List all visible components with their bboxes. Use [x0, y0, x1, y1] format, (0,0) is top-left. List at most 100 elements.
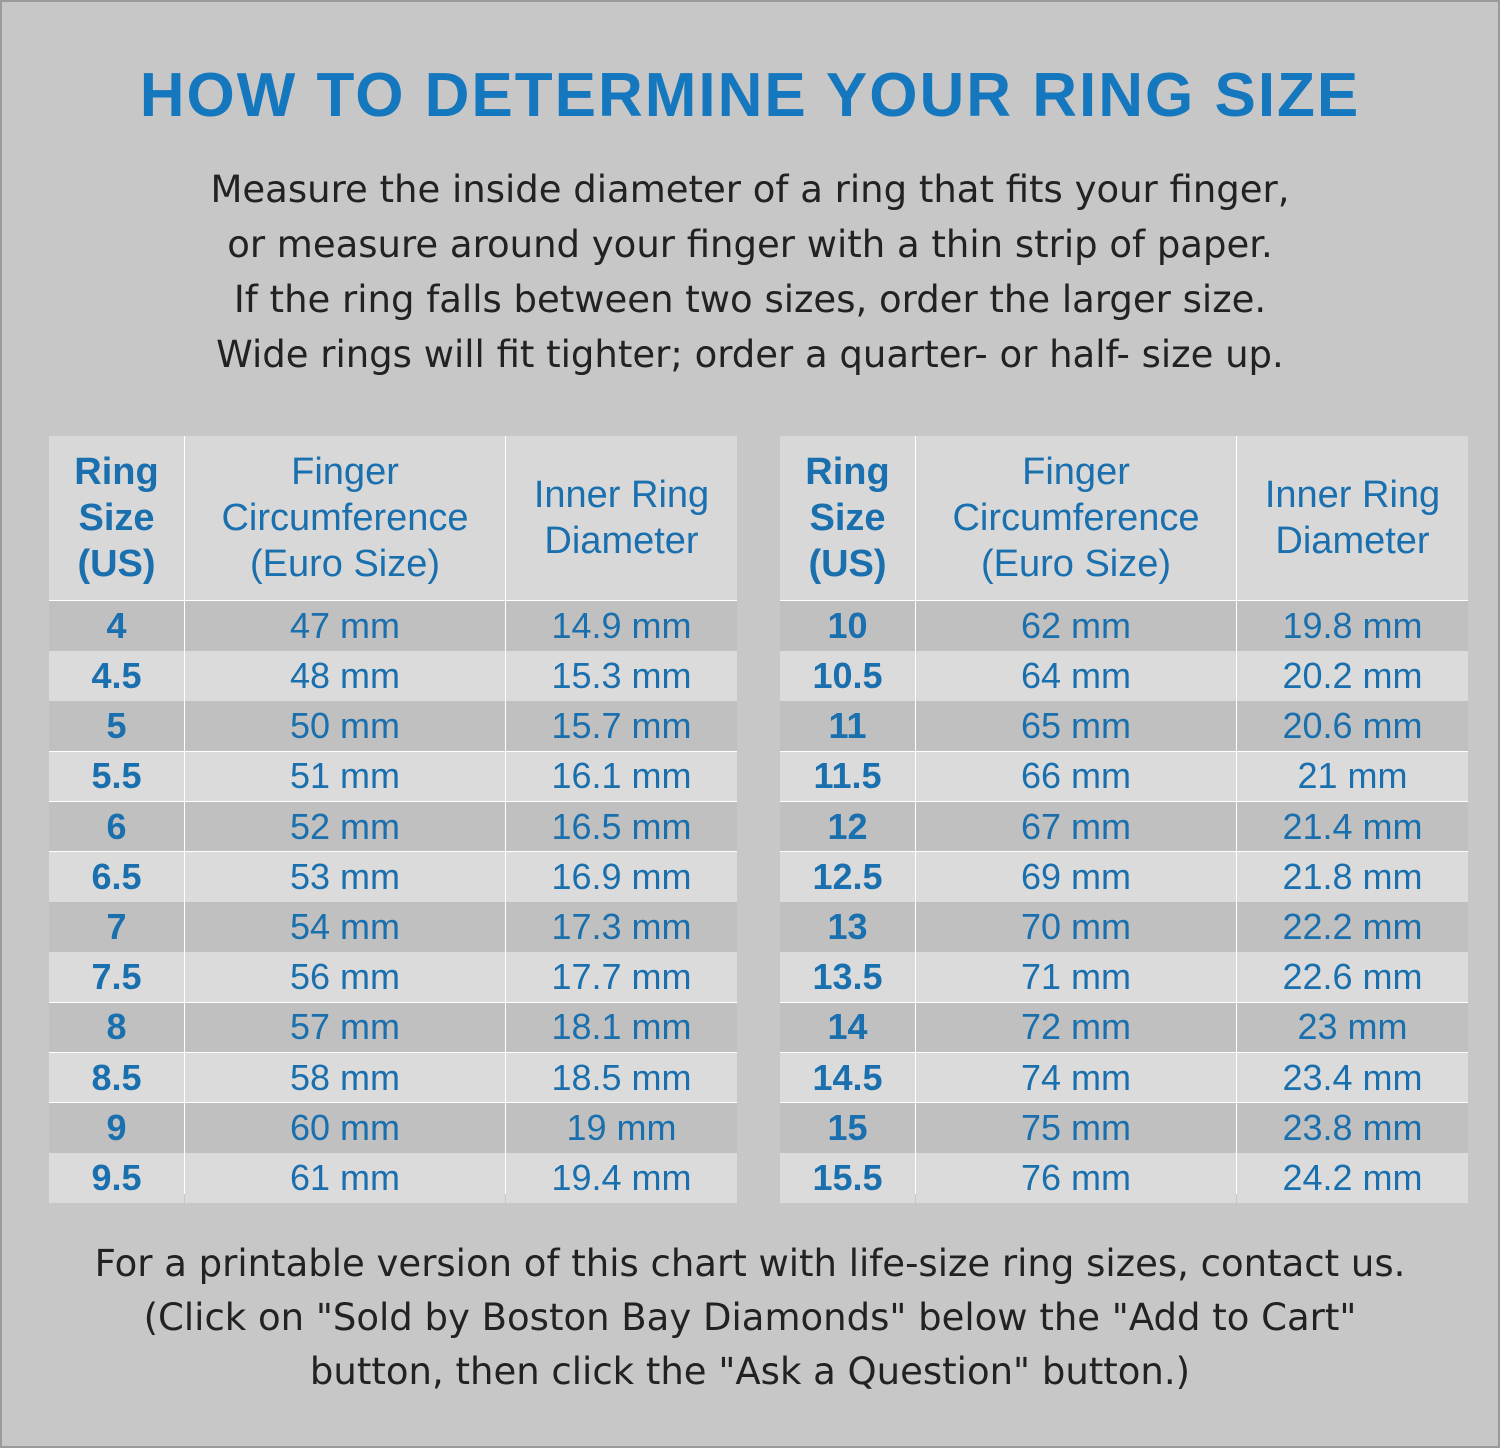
- table-cell: 70 mm: [916, 902, 1236, 952]
- table-cell: 64 mm: [916, 651, 1236, 701]
- header-line: (US): [77, 543, 156, 585]
- footer-line: (Click on "Sold by Boston Bay Diamonds" …: [143, 1296, 1357, 1339]
- table-cell: 22.6 mm: [1237, 952, 1468, 1002]
- title: HOW TO DETERMINE YOUR RING SIZE: [139, 61, 1361, 130]
- table-cell: 53 mm: [185, 852, 505, 902]
- table-cell: 17.3 mm: [506, 902, 737, 952]
- footer-line: button, then click the "Ask a Question" …: [309, 1350, 1191, 1393]
- header-line: Diameter: [1275, 520, 1430, 562]
- table-cell: 5.5: [49, 751, 184, 802]
- header-line: Diameter: [544, 520, 699, 562]
- table-cell: 61 mm: [185, 1153, 505, 1203]
- table-cell: 48 mm: [185, 651, 505, 701]
- table-cell: 18.5 mm: [506, 1052, 737, 1103]
- table-cell: 15.5: [780, 1153, 915, 1203]
- table-cell: 60 mm: [185, 1103, 505, 1153]
- table-cell: 67 mm: [916, 801, 1236, 852]
- table-cell: 50 mm: [185, 701, 505, 751]
- table-cell: 11: [780, 701, 915, 751]
- table-cell: 8: [49, 1002, 184, 1053]
- table-cell: 22.2 mm: [1237, 902, 1468, 952]
- table-cell: 74 mm: [916, 1052, 1236, 1103]
- table-cell: 56 mm: [185, 952, 505, 1002]
- table-cell: 21.8 mm: [1237, 852, 1468, 902]
- table-cell: 71 mm: [916, 952, 1236, 1002]
- header-cell: Finger Circumference (Euro Size): [916, 436, 1236, 600]
- table-cell: 6.5: [49, 852, 184, 902]
- table-cell: 12.5: [780, 852, 915, 902]
- table-cell: 17.7 mm: [506, 952, 737, 1002]
- intro-line: If the ring falls between two sizes, ord…: [233, 278, 1267, 321]
- table-cell: 23.4 mm: [1237, 1052, 1468, 1103]
- header-line: Inner Ring: [1264, 474, 1441, 516]
- table-cell: 10: [780, 601, 915, 651]
- table-cell: 13: [780, 902, 915, 952]
- intro-line: or measure around your finger with a thi…: [227, 223, 1273, 266]
- table-cell: 11.5: [780, 751, 915, 802]
- table-cell: 4: [49, 601, 184, 651]
- table-cell: 23 mm: [1237, 1002, 1468, 1053]
- table-cell: 54 mm: [185, 902, 505, 952]
- table-cell: 69 mm: [916, 852, 1236, 902]
- header-line: Size: [78, 497, 155, 539]
- table-cell: 6: [49, 801, 184, 852]
- header-line: Finger: [1022, 451, 1130, 493]
- size-table: Ring Size (US) Finger Circumference (Euro Siz…: [780, 436, 1468, 1203]
- table-cell: 57 mm: [185, 1002, 505, 1053]
- table-cell: 16.1 mm: [506, 751, 737, 802]
- table-cell: 52 mm: [185, 801, 505, 852]
- header-cell: Ring Size (US): [780, 436, 915, 600]
- table-cell: 8.5: [49, 1052, 184, 1103]
- table-cell: 65 mm: [916, 701, 1236, 751]
- table-cell: 21.4 mm: [1237, 801, 1468, 852]
- header-cell: Ring Size (US): [49, 436, 184, 600]
- table-cell: 7.5: [49, 952, 184, 1002]
- header-line: Size: [809, 497, 886, 539]
- table-cell: 51 mm: [185, 751, 505, 802]
- header-line: (Euro Size): [980, 543, 1172, 585]
- table-cell: 13.5: [780, 952, 915, 1002]
- header-cell: Inner Ring Diameter: [506, 436, 737, 600]
- table-cell: 16.9 mm: [506, 852, 737, 902]
- table-cell: 58 mm: [185, 1052, 505, 1103]
- header-cell: Finger Circumference (Euro Size): [185, 436, 505, 600]
- table-cell: 75 mm: [916, 1103, 1236, 1153]
- table-cell: 18.1 mm: [506, 1002, 737, 1053]
- header-line: Ring: [74, 451, 159, 493]
- table-cell: 5: [49, 701, 184, 751]
- footer-line: For a printable version of this chart wi…: [94, 1242, 1406, 1285]
- table-cell: 15.3 mm: [506, 651, 737, 701]
- table-cell: 66 mm: [916, 751, 1236, 802]
- table-cell: 47 mm: [185, 601, 505, 651]
- table-cell: 72 mm: [916, 1002, 1236, 1053]
- intro-line: Wide rings will fit tighter; order a qua…: [216, 333, 1284, 376]
- header-line: (US): [808, 543, 887, 585]
- table-cell: 14.9 mm: [506, 601, 737, 651]
- table-cell: 76 mm: [916, 1153, 1236, 1203]
- table-cell: 10.5: [780, 651, 915, 701]
- table-cell: 62 mm: [916, 601, 1236, 651]
- table-cell: 4.5: [49, 651, 184, 701]
- table-cell: 19.4 mm: [506, 1153, 737, 1203]
- table-cell: 23.8 mm: [1237, 1103, 1468, 1153]
- table-cell: 14.5: [780, 1052, 915, 1103]
- table-cell: 15.7 mm: [506, 701, 737, 751]
- table-cell: 20.2 mm: [1237, 651, 1468, 701]
- table-cell: 24.2 mm: [1237, 1153, 1468, 1203]
- intro-line: Measure the inside diameter of a ring th…: [210, 168, 1290, 211]
- header-cell: Inner Ring Diameter: [1237, 436, 1468, 600]
- table-cell: 12: [780, 801, 915, 852]
- header-line: Inner Ring: [533, 474, 710, 516]
- table-cell: 14: [780, 1002, 915, 1053]
- header-line: (Euro Size): [249, 543, 441, 585]
- header-line: Circumference: [952, 497, 1200, 539]
- table-cell: 20.6 mm: [1237, 701, 1468, 751]
- table-cell: 9: [49, 1103, 184, 1153]
- size-table: Ring Size (US) Finger Circumference (Euro Siz…: [49, 436, 737, 1203]
- table-cell: 9.5: [49, 1153, 184, 1203]
- header-line: Finger: [291, 451, 399, 493]
- table-cell: 21 mm: [1237, 751, 1468, 802]
- header-line: Ring: [805, 451, 890, 493]
- table-cell: 16.5 mm: [506, 801, 737, 852]
